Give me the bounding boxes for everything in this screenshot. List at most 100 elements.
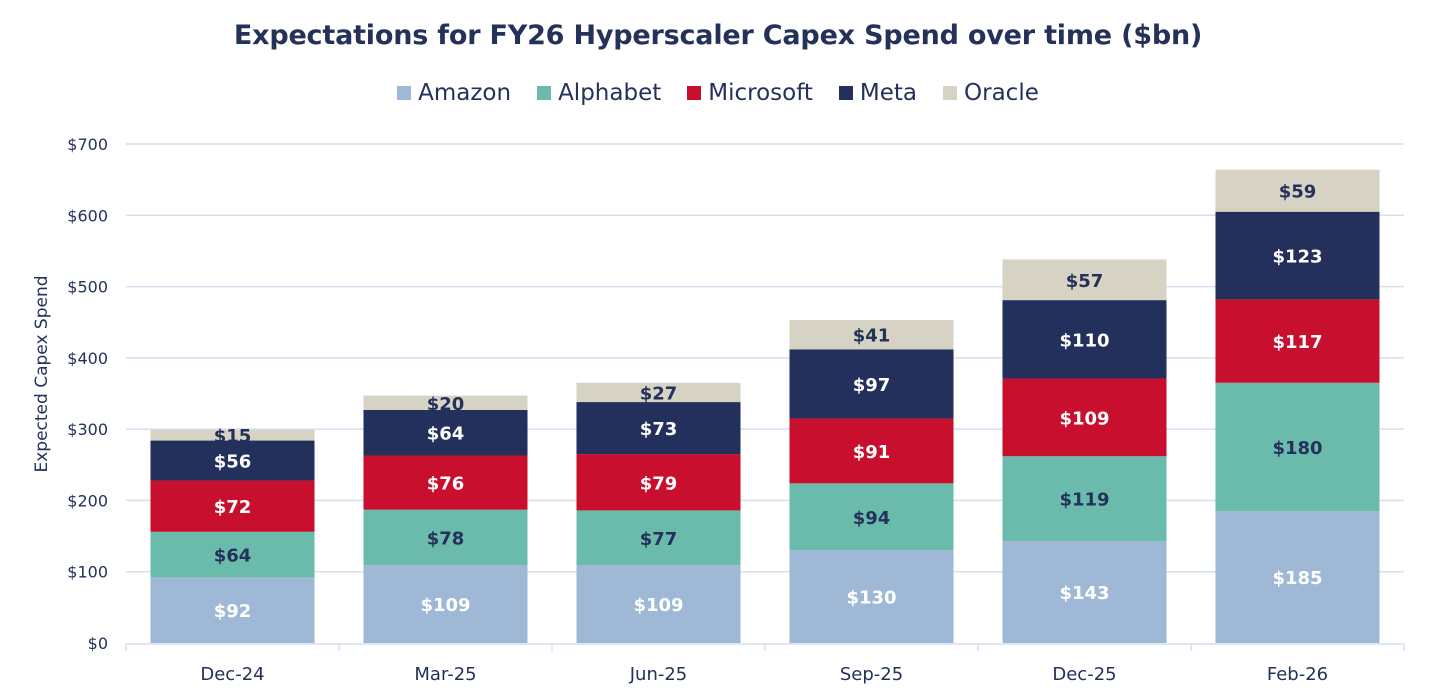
- bar-segment-amazon[interactable]: [150, 577, 315, 643]
- y-axis: $0 $100 $200 $300 $400 $500 $600 $700: [67, 135, 108, 653]
- data-label-oracle: $27: [640, 383, 678, 404]
- data-label-alphabet: $119: [1059, 490, 1109, 511]
- legend-swatch-alphabet: [537, 86, 552, 100]
- legend-item-amazon[interactable]: Amazon: [397, 80, 511, 106]
- bar-segment-amazon[interactable]: [1215, 511, 1380, 643]
- y-tick-label: $0: [88, 634, 108, 653]
- data-label-amazon: $109: [633, 595, 683, 616]
- legend-label-alphabet: Alphabet: [558, 80, 662, 106]
- legend-swatch-microsoft: [687, 86, 702, 100]
- x-tick-label: Jun-25: [629, 664, 688, 685]
- bar-segment-amazon[interactable]: [1002, 541, 1167, 643]
- data-label-amazon: $130: [846, 588, 896, 609]
- bar-group-feb-26: $185 $180 $117 $123 $59: [1215, 169, 1380, 643]
- x-tick-label: Dec-24: [200, 664, 264, 685]
- data-label-microsoft: $79: [640, 473, 678, 494]
- data-label-alphabet: $94: [853, 508, 891, 529]
- bar-group-sep-25: $130 $94 $91 $97 $41: [789, 320, 954, 643]
- legend-label-microsoft: Microsoft: [708, 80, 813, 106]
- data-label-meta: $73: [640, 419, 678, 440]
- data-label-oracle: $59: [1279, 182, 1317, 203]
- legend-label-meta: Meta: [859, 80, 918, 106]
- y-tick-label: $500: [67, 278, 108, 297]
- data-label-oracle: $57: [1066, 271, 1104, 292]
- bar-segment-microsoft[interactable]: [363, 455, 528, 510]
- bar-groups: $92 $64 $72 $56 $15 $109 $78 $76 $64 $20 $109 $77 $7…: [150, 169, 1380, 643]
- data-label-alphabet: $77: [640, 529, 678, 550]
- bar-group-dec-24: $92 $64 $72 $56 $15: [150, 426, 315, 643]
- bar-segment-alphabet[interactable]: [1215, 382, 1380, 512]
- legend-swatch-oracle: [943, 86, 958, 100]
- bar-segment-alphabet[interactable]: [363, 509, 528, 566]
- legend-label-oracle: Oracle: [964, 80, 1039, 106]
- y-tick-label: $600: [67, 206, 108, 225]
- data-label-alphabet: $180: [1272, 438, 1322, 459]
- legend-item-microsoft[interactable]: Microsoft: [687, 80, 813, 106]
- bar-segment-amazon[interactable]: [789, 550, 954, 643]
- bar-segment-microsoft[interactable]: [1215, 299, 1380, 383]
- bar-segment-oracle[interactable]: [576, 382, 741, 403]
- bar-segment-alphabet[interactable]: [150, 531, 315, 578]
- x-tick-label: Dec-25: [1052, 664, 1116, 685]
- legend-swatch-meta: [838, 86, 853, 100]
- legend-label-amazon: Amazon: [418, 80, 512, 106]
- x-tick-label: Sep-25: [840, 664, 903, 685]
- bar-segment-microsoft[interactable]: [1002, 378, 1167, 457]
- y-tick-label: $700: [67, 135, 108, 154]
- x-tick-label: Feb-26: [1267, 664, 1328, 685]
- bar-segment-meta[interactable]: [363, 409, 528, 456]
- bar-group-dec-25: $143 $119 $109 $110 $57: [1002, 259, 1167, 643]
- data-label-microsoft: $117: [1272, 332, 1322, 353]
- data-label-meta: $123: [1272, 247, 1322, 268]
- data-label-oracle: $15: [214, 426, 252, 447]
- bar-segment-meta[interactable]: [1002, 300, 1167, 379]
- data-label-alphabet: $78: [427, 528, 465, 549]
- bar-group-jun-25: $109 $77 $79 $73 $27: [576, 382, 741, 643]
- data-label-alphabet: $64: [214, 546, 252, 567]
- bar-segment-oracle[interactable]: [1002, 259, 1167, 301]
- bar-segment-oracle[interactable]: [150, 429, 315, 441]
- bar-segment-microsoft[interactable]: [789, 418, 954, 484]
- bar-group-mar-25: $109 $78 $76 $64 $20: [363, 394, 528, 643]
- bar-segment-microsoft[interactable]: [576, 454, 741, 511]
- bar-segment-alphabet[interactable]: [1002, 456, 1167, 542]
- y-tick-label: $200: [67, 491, 108, 510]
- bar-segment-meta[interactable]: [150, 440, 315, 481]
- data-label-oracle: $20: [427, 394, 465, 415]
- bar-segment-meta[interactable]: [1215, 211, 1380, 300]
- bar-segment-meta[interactable]: [789, 349, 954, 419]
- bar-segment-alphabet[interactable]: [576, 510, 741, 566]
- data-label-oracle: $41: [853, 326, 891, 347]
- data-label-microsoft: $72: [214, 497, 252, 518]
- bar-segment-oracle[interactable]: [363, 395, 528, 410]
- bar-segment-oracle[interactable]: [789, 320, 954, 350]
- y-axis-title: Expected Capex Spend: [32, 275, 52, 472]
- data-label-meta: $64: [427, 424, 465, 445]
- y-tick-label: $400: [67, 349, 108, 368]
- data-label-amazon: $92: [214, 601, 252, 622]
- bar-segment-amazon[interactable]: [363, 565, 528, 643]
- x-axis: Dec-24 Mar-25 Jun-25 Sep-25 Dec-25 Feb-26: [125, 643, 1405, 685]
- y-tick-label: $300: [67, 420, 108, 439]
- bar-segment-amazon[interactable]: [576, 565, 741, 643]
- data-label-meta: $56: [214, 452, 252, 473]
- y-tick-label: $100: [67, 563, 108, 582]
- legend-item-alphabet[interactable]: Alphabet: [537, 80, 661, 106]
- data-label-microsoft: $76: [427, 474, 465, 495]
- legend-swatch-amazon: [397, 86, 412, 100]
- legend-item-oracle[interactable]: Oracle: [943, 80, 1039, 106]
- bar-segment-alphabet[interactable]: [789, 483, 954, 551]
- legend-item-meta[interactable]: Meta: [838, 80, 918, 106]
- chart-legend: Amazon Alphabet Microsoft Meta Oracle: [0, 80, 1436, 106]
- bar-segment-meta[interactable]: [576, 402, 741, 455]
- chart-title: Expectations for FY26 Hyperscaler Capex …: [233, 20, 1203, 51]
- data-label-microsoft: $109: [1059, 408, 1109, 429]
- data-label-amazon: $109: [420, 595, 470, 616]
- data-label-amazon: $185: [1272, 568, 1322, 589]
- data-label-microsoft: $91: [853, 442, 891, 463]
- bar-segment-oracle[interactable]: [1215, 169, 1380, 212]
- bar-segment-microsoft[interactable]: [150, 480, 315, 532]
- data-label-amazon: $143: [1059, 583, 1109, 604]
- x-tick-label: Mar-25: [414, 664, 476, 685]
